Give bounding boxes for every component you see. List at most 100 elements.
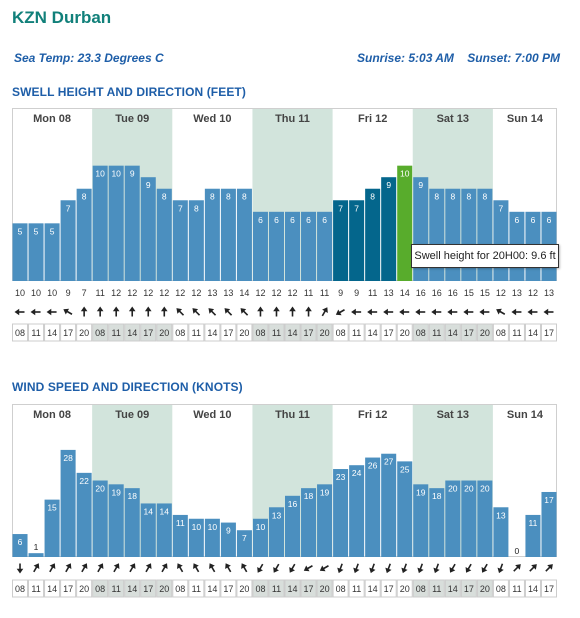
hour-label: 14 xyxy=(528,328,538,338)
data-label: 5 xyxy=(34,226,39,236)
hour-cell xyxy=(540,579,557,598)
bar xyxy=(397,165,413,281)
hour-cell xyxy=(428,579,445,598)
hour-cell xyxy=(140,579,157,598)
hour-label: 08 xyxy=(336,584,346,594)
hour-label: 08 xyxy=(95,328,105,338)
hour-cell xyxy=(188,579,205,598)
direction-arrow-icon xyxy=(465,563,472,573)
direction-arrow-icon xyxy=(479,308,490,316)
direction-arrow-icon xyxy=(209,563,216,573)
direction-arrow-icon xyxy=(399,308,410,316)
page-title: KZN Durban xyxy=(12,8,112,27)
direction-arrow-icon xyxy=(144,306,152,317)
bar xyxy=(333,469,349,557)
hour-cell xyxy=(236,579,253,598)
data-label: 20 xyxy=(464,484,474,494)
data-label: 6 xyxy=(18,537,23,547)
data-label: 8 xyxy=(434,192,439,202)
direction-arrow-icon xyxy=(81,563,88,573)
bar xyxy=(268,507,284,557)
data-label: 15 xyxy=(47,503,57,513)
hour-label: 08 xyxy=(175,328,185,338)
hour-cell xyxy=(524,579,541,598)
direction-arrow-icon xyxy=(33,563,40,573)
period-label: 10 xyxy=(47,288,57,298)
bar xyxy=(236,188,252,281)
hour-cell xyxy=(396,323,413,342)
data-label: 20 xyxy=(95,484,105,494)
bar xyxy=(333,200,349,281)
hour-cell xyxy=(204,579,221,598)
hour-cell xyxy=(124,579,141,598)
hour-cell xyxy=(460,579,477,598)
hour-label: 11 xyxy=(432,584,441,594)
sunrise: Sunrise: 5:03 AM xyxy=(357,51,454,65)
bar xyxy=(28,223,44,281)
period-label: 12 xyxy=(528,288,538,298)
period-label: 14 xyxy=(400,288,410,298)
hour-cell xyxy=(220,579,237,598)
period-label: 13 xyxy=(223,288,233,298)
hour-cell xyxy=(44,579,61,598)
bar xyxy=(317,484,333,557)
direction-arrow-icon xyxy=(14,308,25,316)
data-label: 20 xyxy=(480,484,490,494)
direction-arrow-icon xyxy=(383,308,394,316)
data-label: 13 xyxy=(496,510,506,520)
hour-label: 08 xyxy=(416,584,426,594)
direction-arrow-icon xyxy=(129,563,136,573)
hour-label: 11 xyxy=(272,328,281,338)
hour-label: 20 xyxy=(159,584,169,594)
period-label: 11 xyxy=(95,288,104,298)
hour-cell xyxy=(60,579,77,598)
data-label: 13 xyxy=(272,510,282,520)
day-label: Mon 08 xyxy=(33,409,71,421)
hour-label: 17 xyxy=(384,584,394,594)
direction-arrow-icon xyxy=(289,563,296,573)
data-label: 10 xyxy=(400,169,410,179)
hour-label: 20 xyxy=(400,328,410,338)
hour-cell xyxy=(444,323,461,342)
hour-cell xyxy=(380,323,397,342)
data-label: 11 xyxy=(176,518,185,528)
data-label: 8 xyxy=(226,192,231,202)
data-label: 9 xyxy=(226,526,231,536)
hour-cell xyxy=(44,323,61,342)
direction-arrow-icon xyxy=(463,308,474,316)
data-label: 10 xyxy=(256,522,266,532)
hour-label: 14 xyxy=(207,584,217,594)
period-label: 12 xyxy=(271,288,281,298)
data-label: 8 xyxy=(370,192,375,202)
hour-label: 08 xyxy=(175,584,185,594)
day-label: Fri 12 xyxy=(358,113,387,125)
day-label: Wed 10 xyxy=(193,409,231,421)
hour-cell xyxy=(332,579,349,598)
period-label: 12 xyxy=(191,288,201,298)
hour-cell xyxy=(476,323,493,342)
period-label: 13 xyxy=(512,288,522,298)
data-label: 7 xyxy=(338,203,343,213)
direction-arrow-icon xyxy=(30,308,41,316)
period-label: 15 xyxy=(464,288,474,298)
wind-chart-title: WIND SPEED AND DIRECTION (KNOTS) xyxy=(12,380,243,394)
direction-arrow-icon xyxy=(224,308,233,316)
period-label: 16 xyxy=(448,288,458,298)
direction-arrow-icon xyxy=(497,563,504,574)
hour-cell xyxy=(28,323,45,342)
data-label: 23 xyxy=(336,472,346,482)
hour-cell xyxy=(316,323,333,342)
data-label: 9 xyxy=(146,180,151,190)
direction-arrow-icon xyxy=(335,309,345,316)
hour-cell xyxy=(492,579,509,598)
hour-cell xyxy=(508,579,525,598)
direction-arrow-icon xyxy=(367,308,378,316)
day-label: Sun 14 xyxy=(507,113,544,125)
bar xyxy=(381,177,397,281)
day-label: Wed 10 xyxy=(193,113,231,125)
data-label: 10 xyxy=(208,522,218,532)
data-label: 6 xyxy=(322,215,327,225)
direction-arrow-icon xyxy=(65,563,72,573)
data-label: 25 xyxy=(400,464,410,474)
data-label: 8 xyxy=(82,192,87,202)
